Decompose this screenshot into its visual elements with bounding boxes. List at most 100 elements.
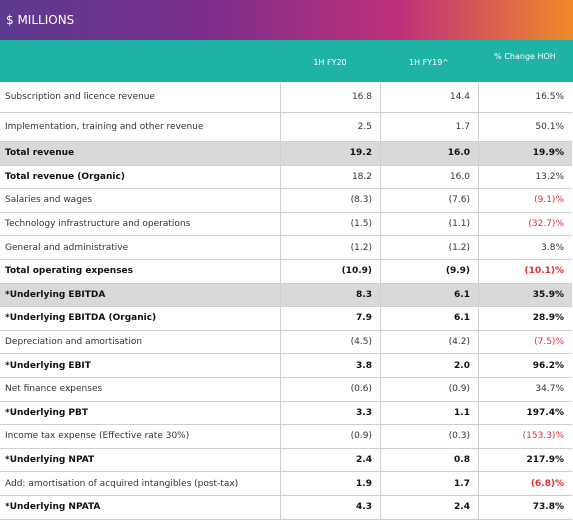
value-cell: 28.9% xyxy=(478,307,572,330)
value-cell: 3.3 xyxy=(280,401,380,425)
value-cell: 3.8% xyxy=(478,236,572,259)
value-cell: (7.6) xyxy=(380,189,478,212)
table-row: Income tax expense (Effective rate 30%) (… xyxy=(0,425,572,449)
column-label: 1H FY20 xyxy=(313,58,347,67)
row-label: Total operating expenses xyxy=(5,266,134,277)
value-cell: 34.7% xyxy=(478,378,572,401)
value-cell: (7.5)% xyxy=(478,330,572,354)
table-row: Net finance expenses (0.6) (0.9) 34.7% xyxy=(0,378,572,402)
row-label: Implementation, training and other reven… xyxy=(5,121,204,132)
table-row: *Underlying NPAT 2.4 0.8 217.9% xyxy=(0,448,572,473)
row-label: *Underlying NPAT xyxy=(5,455,95,466)
row-label: Total revenue (Organic) xyxy=(5,171,125,182)
row-label: Total revenue xyxy=(5,148,75,159)
value-cell: 19.2 xyxy=(280,142,380,165)
value-cell: (1.5) xyxy=(280,212,380,236)
value-cell: (9.1)% xyxy=(478,189,572,212)
title: $ MILLIONS xyxy=(6,13,75,27)
value-cell: 16.5% xyxy=(478,83,572,112)
column-label: 1H FY19^ xyxy=(408,58,450,67)
row-label: Subscription and licence revenue xyxy=(5,92,155,103)
table-row: *Underlying EBITDA (Organic) 7.9 6.1 28.9% xyxy=(0,307,572,331)
column-header xyxy=(0,40,573,82)
value-cell: 2.0 xyxy=(380,354,478,377)
value-cell: 13.2% xyxy=(478,165,572,189)
row-label: Salaries and wages xyxy=(5,195,93,206)
value-cell: (32.7)% xyxy=(478,212,572,236)
value-cell: (1.2) xyxy=(280,236,380,259)
value-cell: (0.6) xyxy=(280,378,380,401)
row-label: Technology infrastructure and operations xyxy=(5,219,191,230)
value-cell: (8.3) xyxy=(280,189,380,212)
table-row: *Underlying NPATA 4.3 2.4 73.8% xyxy=(0,496,572,520)
value-cell: 6.1 xyxy=(380,283,478,307)
value-cell: 73.8% xyxy=(478,496,572,519)
value-cell: 2.4 xyxy=(280,448,380,472)
value-cell: 35.9% xyxy=(478,283,572,307)
value-cell: (4.5) xyxy=(280,330,380,354)
value-cell: 96.2% xyxy=(478,354,572,377)
value-cell: 197.4% xyxy=(478,401,572,425)
column-header-cell: % Change HOH xyxy=(478,40,572,82)
value-cell: 3.8 xyxy=(280,354,380,377)
value-cell: 16.0 xyxy=(380,142,478,165)
table-row: Implementation, training and other reven… xyxy=(0,112,572,142)
value-cell: (0.9) xyxy=(380,378,478,401)
value-cell: (9.9) xyxy=(380,260,478,283)
column-header-cell: 1H FY20 xyxy=(280,40,380,82)
table-row: *Underlying PBT 3.3 1.1 197.4% xyxy=(0,401,572,426)
value-cell: 1.7 xyxy=(380,472,478,495)
value-cell: (153.3)% xyxy=(478,425,572,448)
row-label: Income tax expense (Effective rate 30%) xyxy=(5,431,190,442)
column-label: % Change HOH xyxy=(494,52,556,61)
value-cell: (4.2) xyxy=(380,330,478,354)
value-cell: (6.8)% xyxy=(478,472,572,495)
table-row: Total revenue 19.2 16.0 19.9% xyxy=(0,142,572,166)
row-label: Add: amortisation of acquired intangible… xyxy=(5,478,239,489)
table-row: Depreciation and amortisation (4.5) (4.2)(… xyxy=(0,330,572,355)
value-cell: 1.9 xyxy=(280,472,380,495)
value-cell: 16.0 xyxy=(380,165,478,189)
value-cell: 18.2 xyxy=(280,165,380,189)
value-cell: 0.8 xyxy=(380,448,478,472)
value-cell: 4.3 xyxy=(280,496,380,519)
table-row: *Underlying EBITDA 8.3 6.1 35.9% xyxy=(0,283,572,308)
row-label: *Underlying NPATA xyxy=(5,502,101,513)
value-cell: 6.1 xyxy=(380,307,478,330)
value-cell: 1.7 xyxy=(380,112,478,141)
value-cell: (0.9) xyxy=(280,425,380,448)
banner: $ MILLIONS xyxy=(0,0,573,40)
column-header-cell: 1H FY19^ xyxy=(380,40,478,82)
table-row: General and administrative (1.2) (1.2) 3.8% xyxy=(0,236,572,260)
value-cell: (1.2) xyxy=(380,236,478,259)
value-cell: 2.4 xyxy=(380,496,478,519)
value-cell: 14.4 xyxy=(380,83,478,112)
value-cell: (1.1) xyxy=(380,212,478,236)
table-row: *Underlying EBIT 3.8 2.0 96.2% xyxy=(0,354,572,378)
row-label: *Underlying EBIT xyxy=(5,360,91,371)
value-cell: 8.3 xyxy=(280,283,380,307)
value-cell: (0.3) xyxy=(380,425,478,448)
value-cell: 1.1 xyxy=(380,401,478,425)
value-cell: 16.8 xyxy=(280,83,380,112)
table-row: Total operating expenses (10.9) (9.9) (10.1… xyxy=(0,260,572,284)
row-label: General and administrative xyxy=(5,242,129,253)
value-cell: 7.9 xyxy=(280,307,380,330)
row-label: *Underlying PBT xyxy=(5,407,89,418)
value-cell: (10.9) xyxy=(280,260,380,283)
value-cell: 217.9% xyxy=(478,448,572,472)
value-cell: 50.1% xyxy=(478,112,572,141)
table-row: Salaries and wages (8.3) (7.6) (9.1)% xyxy=(0,189,572,213)
value-cell: (10.1)% xyxy=(478,260,572,283)
value-cell: 19.9% xyxy=(478,142,572,165)
row-label: Depreciation and amortisation xyxy=(5,337,143,348)
table-row: Add: amortisation of acquired intangible… xyxy=(0,472,572,496)
row-label: Net finance expenses xyxy=(5,384,103,395)
row-label: *Underlying EBITDA xyxy=(5,289,106,300)
table-row: Technology infrastructure and operations… xyxy=(0,212,572,237)
table-row: Subscription and licence revenue 16.8 14.4… xyxy=(0,83,572,113)
value-cell: 2.5 xyxy=(280,112,380,141)
row-label: *Underlying EBITDA (Organic) xyxy=(5,313,157,324)
table-row: Total revenue (Organic) 18.2 16.0 13.2% xyxy=(0,165,572,190)
